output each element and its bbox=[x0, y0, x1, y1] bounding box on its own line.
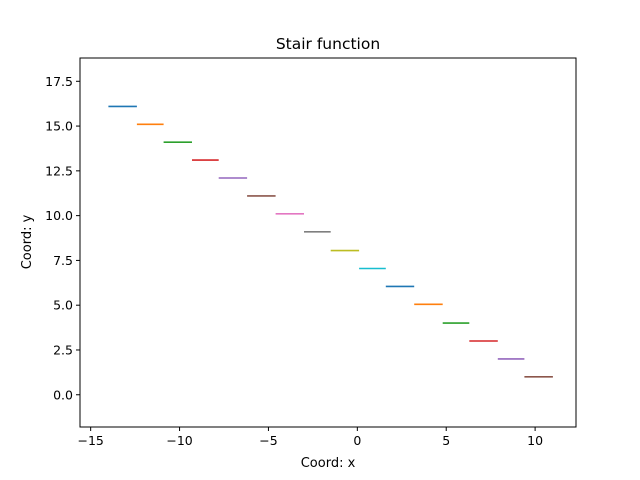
x-tick-label: 10 bbox=[527, 433, 543, 448]
x-tick-label: −15 bbox=[77, 433, 103, 448]
y-tick-label: 2.5 bbox=[53, 342, 73, 357]
chart-title: Stair function bbox=[276, 35, 380, 53]
y-tick-label: 17.5 bbox=[45, 74, 73, 89]
axes-frame bbox=[79, 57, 577, 428]
y-axis-ticks: 0.0 2.5 5.0 7.5 10.0 12.5 15.0 17.5 bbox=[45, 74, 80, 402]
y-tick-label: 12.5 bbox=[45, 163, 73, 178]
y-tick-label: 7.5 bbox=[53, 253, 73, 268]
y-tick-label: 15.0 bbox=[45, 119, 73, 134]
x-tick-label: 0 bbox=[353, 433, 361, 448]
x-tick-label: 5 bbox=[442, 433, 450, 448]
y-axis-label: Coord: y bbox=[20, 214, 35, 269]
y-tick-label: 10.0 bbox=[45, 208, 73, 223]
x-tick-label: −10 bbox=[166, 433, 192, 448]
series-group bbox=[108, 105, 553, 378]
x-axis-label: Coord: x bbox=[301, 456, 356, 471]
x-tick-label: −5 bbox=[259, 433, 277, 448]
y-tick-label: 0.0 bbox=[53, 387, 73, 402]
x-axis-ticks: −15 −10 −5 0 5 10 bbox=[77, 427, 543, 448]
y-tick-label: 5.0 bbox=[53, 298, 73, 313]
